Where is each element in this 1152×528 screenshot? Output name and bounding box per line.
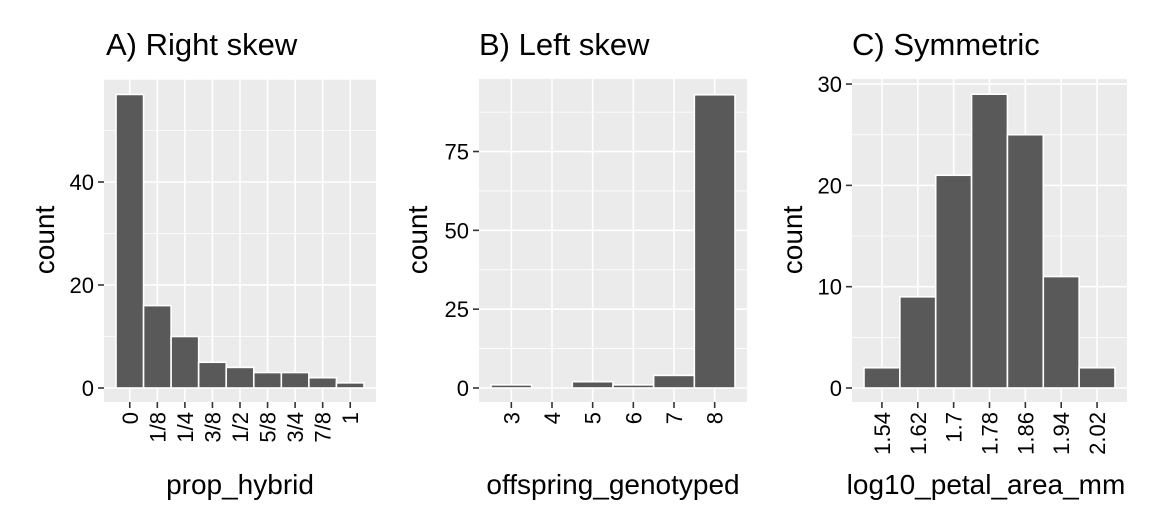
panel-a-bar-1/2 [225,366,255,389]
panel-a-bar-1 [335,382,365,389]
panel-c-y-axis: 0 10 20 30 [818,72,852,401]
panel-b-y-axis-title: count [402,206,433,275]
panel-b-x-axis: 3 4 5 6 7 8 [499,402,728,424]
panel-a-bar-0 [115,93,145,389]
panel-a-y-tick-label: 40 [70,170,94,195]
panel-c-x-tick-label: 1.86 [1013,412,1038,455]
panel-a-bar-7/8 [308,376,338,389]
panel-c-y-tick-label: 0 [830,376,842,401]
panel-a-x-axis: 0 1/8 1/4 3/8 1/2 5/8 3/4 7/8 1 [118,402,363,443]
panel-b-bar-6 [612,384,655,389]
panel-a-y-tick-label: 20 [70,273,94,298]
panel-b-x-tick-label: 3 [499,412,524,424]
panel-c-bar-1.7 [934,174,973,389]
panel-a-y-axis-title: count [29,206,60,275]
panel-b-bar-7 [652,374,696,389]
panel-c-x-tick-label: 1.94 [1049,412,1074,455]
panel-b-y-tick-label: 25 [445,297,469,322]
panel-c-bar-1.78 [970,93,1009,389]
panel-c-y-axis-title: count [777,206,808,275]
panel-c-x-tick-label: 1.7 [942,412,967,443]
panel-a-y-tick-label: 0 [82,376,94,401]
panel-c: C) Symmetric 0 10 20 30 1.54 1.62 1.7 1.78 1.86… [777,27,1127,500]
panel-b: B) Left skew 0 25 50 75 3 4 5 6 7 8 offspring_ge… [402,27,747,500]
panel-c-bars [863,93,1116,389]
panel-a-bars [115,93,365,389]
panel-b-x-axis-title: offspring_genotyped [486,469,739,500]
panel-b-title: B) Left skew [479,27,650,62]
panel-b-bar-8 [693,93,736,389]
panel-a-x-tick-label: 3/4 [283,412,308,443]
panel-c-x-tick-label: 1.54 [870,412,895,455]
panel-c-y-tick-label: 30 [818,72,842,97]
panel-a-x-tick-label: 3/8 [200,412,225,443]
panel-a-bar-1/4 [170,335,200,389]
panel-c-x-tick-label: 1.62 [906,412,931,455]
panel-c-x-axis-title: log10_petal_area_mm [847,469,1126,500]
panel-b-y-tick-label: 0 [457,376,469,401]
panel-b-y-axis: 0 25 50 75 [445,140,479,401]
panel-b-x-tick-label: 4 [540,412,565,424]
panel-a-bar-3/4 [280,371,310,389]
panel-a-x-tick-label: 0 [118,412,143,424]
panel-a-x-tick-label: 1 [338,412,363,424]
panel-c-title: C) Symmetric [852,27,1040,62]
panel-c-y-tick-label: 10 [818,275,842,300]
panel-b-x-tick-label: 6 [621,412,646,424]
panel-b-y-tick-label: 75 [445,140,469,165]
panel-a-y-axis: 0 20 40 [70,170,104,401]
panel-c-x-tick-label: 2.02 [1085,412,1110,455]
panel-c-bar-2.02 [1078,366,1116,389]
panel-a-x-axis-title: prop_hybrid [166,469,314,500]
panel-c-y-tick-label: 20 [818,173,842,198]
panel-b-y-tick-label: 50 [445,218,469,243]
panel-b-x-tick-label: 8 [703,412,728,424]
panel-a-title: A) Right skew [106,27,298,62]
panel-a-bar-5/8 [252,371,283,389]
panel-a-x-tick-label: 1/8 [145,412,170,443]
panel-b-x-tick-label: 5 [581,412,606,424]
panel-a-x-tick-label: 7/8 [311,412,336,443]
panel-b-bar-3 [490,384,533,389]
panel-a-bar-1/8 [142,304,172,389]
panel-a-x-tick-label: 1/2 [228,412,253,443]
panel-b-bars [490,93,736,389]
panel-b-bar-5 [571,380,614,389]
panel-c-bar-1.54 [863,366,901,389]
panel-b-x-tick-label: 7 [662,412,687,424]
panel-a-bar-3/8 [197,361,228,389]
panel-a-x-tick-label: 1/4 [173,412,198,443]
panel-c-bar-1.62 [899,296,937,389]
panel-c-x-tick-label: 1.78 [978,412,1003,455]
panel-c-x-axis: 1.54 1.62 1.7 1.78 1.86 1.94 2.02 [870,402,1110,455]
panel-a-x-tick-label: 5/8 [256,412,281,443]
panel-c-bar-1.86 [1006,133,1045,389]
panel-c-bar-1.94 [1042,275,1080,389]
